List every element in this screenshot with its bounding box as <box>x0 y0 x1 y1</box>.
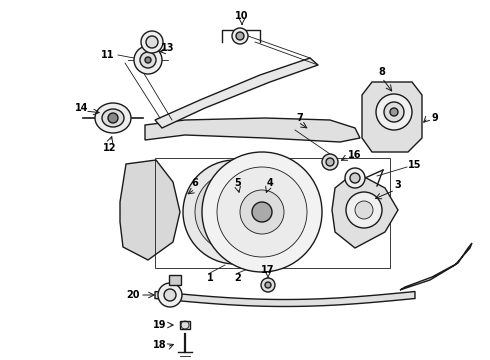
Text: 4: 4 <box>267 178 273 188</box>
Circle shape <box>345 168 365 188</box>
Circle shape <box>227 204 243 220</box>
Circle shape <box>240 190 284 234</box>
Bar <box>180 321 190 329</box>
Text: 17: 17 <box>261 265 275 275</box>
Ellipse shape <box>95 103 131 133</box>
Circle shape <box>355 201 373 219</box>
Text: 3: 3 <box>394 180 401 190</box>
Circle shape <box>252 202 272 222</box>
Text: 18: 18 <box>153 340 167 350</box>
Circle shape <box>146 36 158 48</box>
Circle shape <box>390 108 398 116</box>
Polygon shape <box>400 243 472 290</box>
Circle shape <box>322 154 338 170</box>
Circle shape <box>384 102 404 122</box>
Circle shape <box>145 57 151 63</box>
Circle shape <box>326 158 334 166</box>
Polygon shape <box>332 172 398 248</box>
Text: 10: 10 <box>235 11 249 21</box>
Circle shape <box>183 160 287 264</box>
Circle shape <box>261 278 275 292</box>
Circle shape <box>217 167 307 257</box>
Text: 7: 7 <box>296 113 303 123</box>
Text: 9: 9 <box>432 113 439 123</box>
Circle shape <box>346 192 382 228</box>
Text: 6: 6 <box>192 178 198 188</box>
Circle shape <box>265 282 271 288</box>
Polygon shape <box>155 292 415 306</box>
Polygon shape <box>145 118 360 142</box>
Circle shape <box>108 113 118 123</box>
Text: 20: 20 <box>126 290 140 300</box>
Text: 2: 2 <box>235 273 242 283</box>
Text: 13: 13 <box>161 43 175 53</box>
Circle shape <box>232 28 248 44</box>
Circle shape <box>140 52 156 68</box>
Text: 1: 1 <box>207 273 213 283</box>
Polygon shape <box>120 160 180 260</box>
Text: 12: 12 <box>103 143 117 153</box>
Text: 8: 8 <box>379 67 386 77</box>
Circle shape <box>236 32 244 40</box>
Circle shape <box>217 194 253 230</box>
Polygon shape <box>155 58 318 128</box>
Circle shape <box>202 152 322 272</box>
Ellipse shape <box>102 109 124 127</box>
Bar <box>169 275 181 285</box>
Polygon shape <box>362 82 422 152</box>
Text: 15: 15 <box>408 160 422 170</box>
Text: 19: 19 <box>153 320 167 330</box>
Circle shape <box>164 289 176 301</box>
Circle shape <box>134 46 162 74</box>
Circle shape <box>376 94 412 130</box>
Text: 14: 14 <box>75 103 89 113</box>
Circle shape <box>350 173 360 183</box>
Text: 16: 16 <box>348 150 362 160</box>
Circle shape <box>141 31 163 53</box>
Circle shape <box>195 172 275 252</box>
Text: 5: 5 <box>235 178 242 188</box>
Circle shape <box>158 283 182 307</box>
Text: 11: 11 <box>101 50 115 60</box>
